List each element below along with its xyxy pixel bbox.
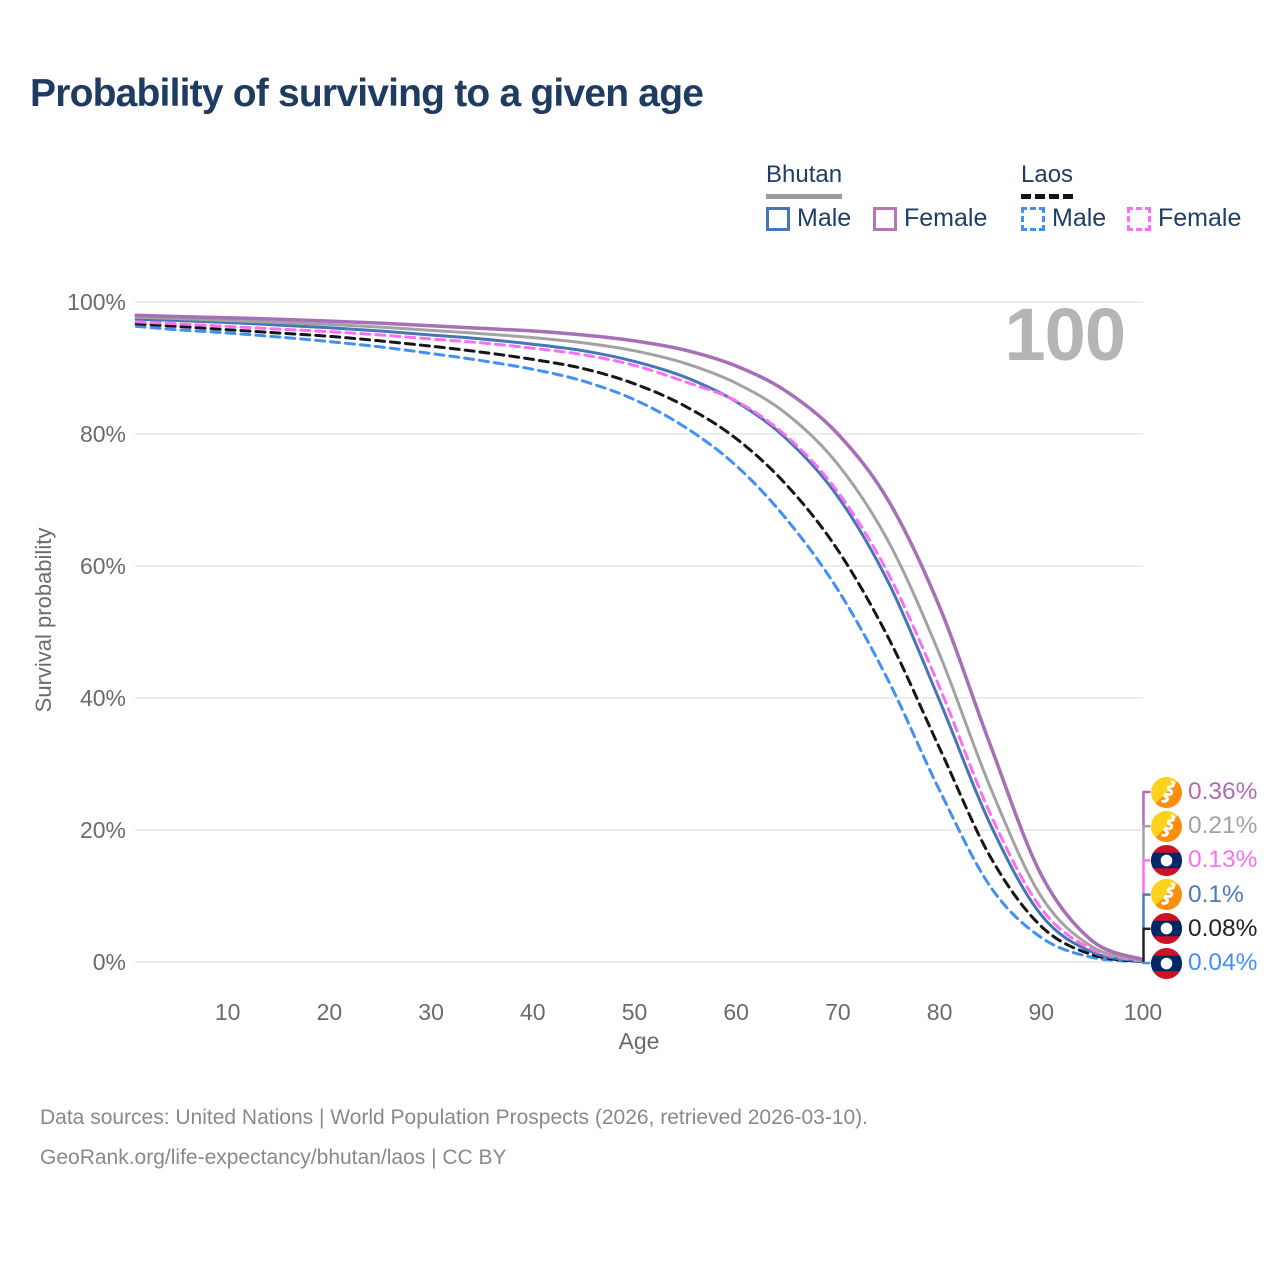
y-tick-label: 0% (93, 949, 126, 975)
x-tick-label: 90 (1029, 999, 1055, 1025)
line-bhutan-female (134, 313, 1145, 962)
x-tick-label: 30 (418, 999, 444, 1025)
legend-item-bhutan-male[interactable]: Male (766, 204, 851, 233)
end-label-laos-female: 0.13% (1151, 843, 1257, 877)
bhutan-female-swatch-icon (873, 206, 897, 231)
bhutan-male-swatch-icon (766, 206, 790, 231)
x-tick-label: 100 (1124, 999, 1162, 1025)
page-title: Probability of surviving to a given age (30, 72, 704, 115)
end-label-bhutan-female: 0.36% (1151, 775, 1257, 809)
end-label-value: 0.36% (1188, 778, 1258, 805)
line-laos-all (134, 322, 1145, 963)
line-laos-female (134, 320, 1145, 963)
laos-male-swatch-icon (1021, 206, 1045, 231)
y-tick-label: 40% (80, 685, 126, 711)
legend-group-bhutan: Bhutan (766, 161, 843, 199)
y-tick-label: 100% (67, 289, 126, 315)
bhutan-flag-icon (1151, 879, 1182, 911)
laos-flag-icon (1151, 913, 1182, 945)
x-tick-label: 80 (927, 999, 953, 1025)
line-bhutan-all (134, 315, 1145, 963)
end-label-value: 0.08% (1188, 914, 1258, 942)
y-tick-label: 20% (80, 817, 126, 843)
x-tick-label: 40 (520, 999, 546, 1025)
legend-item-bhutan-female[interactable]: Female (873, 204, 987, 233)
footer-line-1: Data sources: United Nations | World Pop… (40, 1106, 869, 1129)
laos-female-swatch-icon (1127, 206, 1151, 231)
end-label-laos-all: 0.08% (1151, 912, 1257, 946)
x-tick-label: 60 (723, 999, 749, 1025)
legend-item-laos-female[interactable]: Female (1127, 204, 1241, 233)
x-tick-label: 10 (215, 999, 241, 1025)
footer-line-2: GeoRank.org/life-expectancy/bhutan/laos … (40, 1145, 507, 1169)
end-label-value: 0.13% (1188, 846, 1258, 874)
hovered-age-watermark: 100 (1004, 293, 1126, 376)
laos-flag-icon (1151, 947, 1182, 979)
laos-flag-icon (1151, 844, 1182, 876)
line-bhutan-male (134, 317, 1145, 963)
end-label-bhutan-all: 0.21% (1151, 809, 1257, 843)
bhutan-flag-icon (1151, 776, 1182, 808)
bhutan-flag-icon (1151, 810, 1182, 842)
legend-item-label: Male (1052, 204, 1107, 232)
line-laos-male (134, 324, 1145, 964)
y-tick-label: 80% (80, 421, 126, 447)
end-label-value: 0.1% (1188, 880, 1244, 908)
x-tick-label: 70 (825, 999, 851, 1025)
y-tick-label: 60% (80, 553, 126, 579)
footer-sources: Data sources: United Nations | World Pop… (40, 1098, 868, 1178)
x-tick-label: 20 (317, 999, 343, 1025)
legend-item-laos-male[interactable]: Male (1021, 204, 1106, 233)
legend-item-label: Female (904, 204, 988, 232)
legend-item-label: Male (797, 204, 852, 232)
legend-group-laos: Laos (1021, 161, 1074, 199)
x-tick-label: 50 (622, 999, 648, 1025)
legend-item-label: Female (1158, 204, 1242, 232)
end-label-laos-male: 0.04% (1151, 946, 1257, 980)
x-axis-title: Age (618, 1028, 660, 1054)
end-label-value: 0.21% (1188, 812, 1258, 840)
end-label-value: 0.04% (1188, 949, 1258, 976)
end-label-bhutan-male: 0.1% (1151, 878, 1244, 912)
